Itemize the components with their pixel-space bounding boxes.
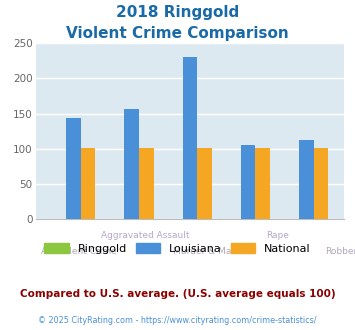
Bar [314, 148, 328, 219]
Text: Robbery: Robbery [326, 247, 355, 255]
Text: Compared to U.S. average. (U.S. average equals 100): Compared to U.S. average. (U.S. average … [20, 289, 335, 299]
Text: All Violent Crime: All Violent Crime [41, 247, 116, 255]
Bar [182, 57, 197, 219]
Bar [256, 148, 270, 219]
Bar [66, 118, 81, 219]
Bar [139, 148, 153, 219]
Text: Violent Crime Comparison: Violent Crime Comparison [66, 26, 289, 41]
Bar [241, 145, 256, 219]
Bar [124, 109, 139, 219]
Bar [197, 148, 212, 219]
Text: © 2025 CityRating.com - https://www.cityrating.com/crime-statistics/: © 2025 CityRating.com - https://www.city… [38, 316, 317, 325]
Text: 2018 Ringgold: 2018 Ringgold [116, 5, 239, 20]
Text: Murder & Mans...: Murder & Mans... [173, 247, 250, 255]
Bar [81, 148, 95, 219]
Text: Aggravated Assault: Aggravated Assault [101, 231, 189, 240]
Bar [299, 140, 314, 219]
Legend: Ringgold, Louisiana, National: Ringgold, Louisiana, National [40, 239, 315, 258]
Text: Rape: Rape [267, 231, 289, 240]
